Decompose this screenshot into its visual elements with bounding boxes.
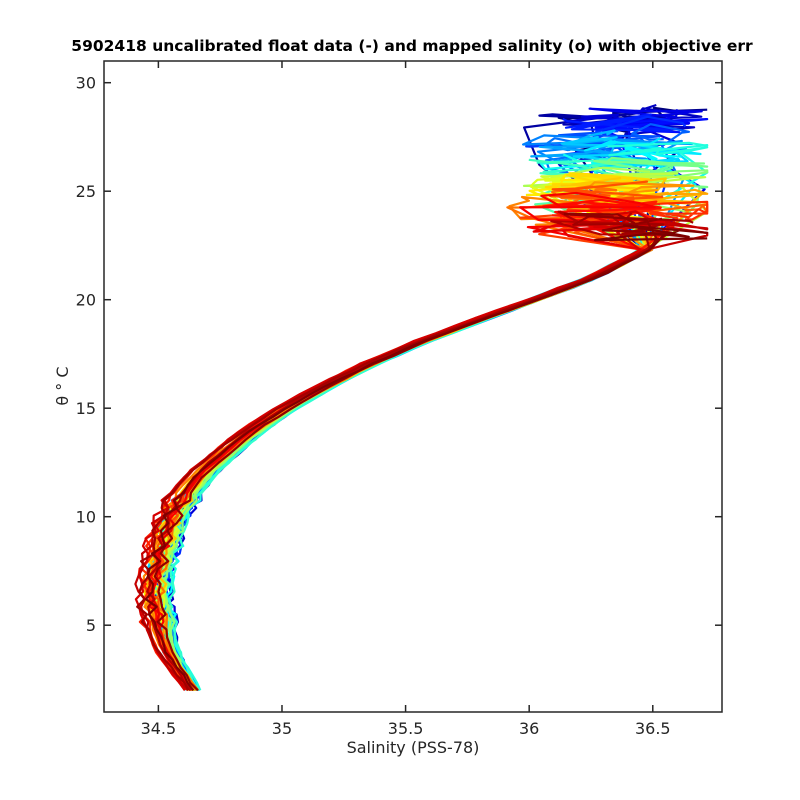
- y-tick-label: 10: [76, 508, 96, 527]
- profile-line: [153, 212, 663, 692]
- x-tick-label: 34.5: [141, 719, 177, 738]
- y-axis: 5 10 15 20 25 30: [76, 74, 722, 635]
- y-tick-label: 5: [86, 616, 96, 635]
- x-tick-label: 35.5: [388, 719, 424, 738]
- y-tick-label: 15: [76, 399, 96, 418]
- y-tick-label: 30: [76, 74, 96, 93]
- x-tick-label: 36.5: [635, 719, 671, 738]
- y-tick-label: 20: [76, 291, 96, 310]
- x-axis: 34.5 35 35.5 36 36.5: [141, 61, 671, 738]
- y-axis-label: θ ° C: [53, 366, 72, 405]
- profile-line: [144, 224, 709, 691]
- y-tick-label: 25: [76, 182, 96, 201]
- x-tick-label: 36: [519, 719, 539, 738]
- chart-title: 5902418 uncalibrated float data (-) and …: [71, 37, 753, 55]
- x-axis-label: Salinity (PSS-78): [347, 738, 480, 757]
- x-tick-label: 35: [272, 719, 292, 738]
- profiles-layer: [134, 103, 709, 692]
- plot-frame: [103, 60, 723, 713]
